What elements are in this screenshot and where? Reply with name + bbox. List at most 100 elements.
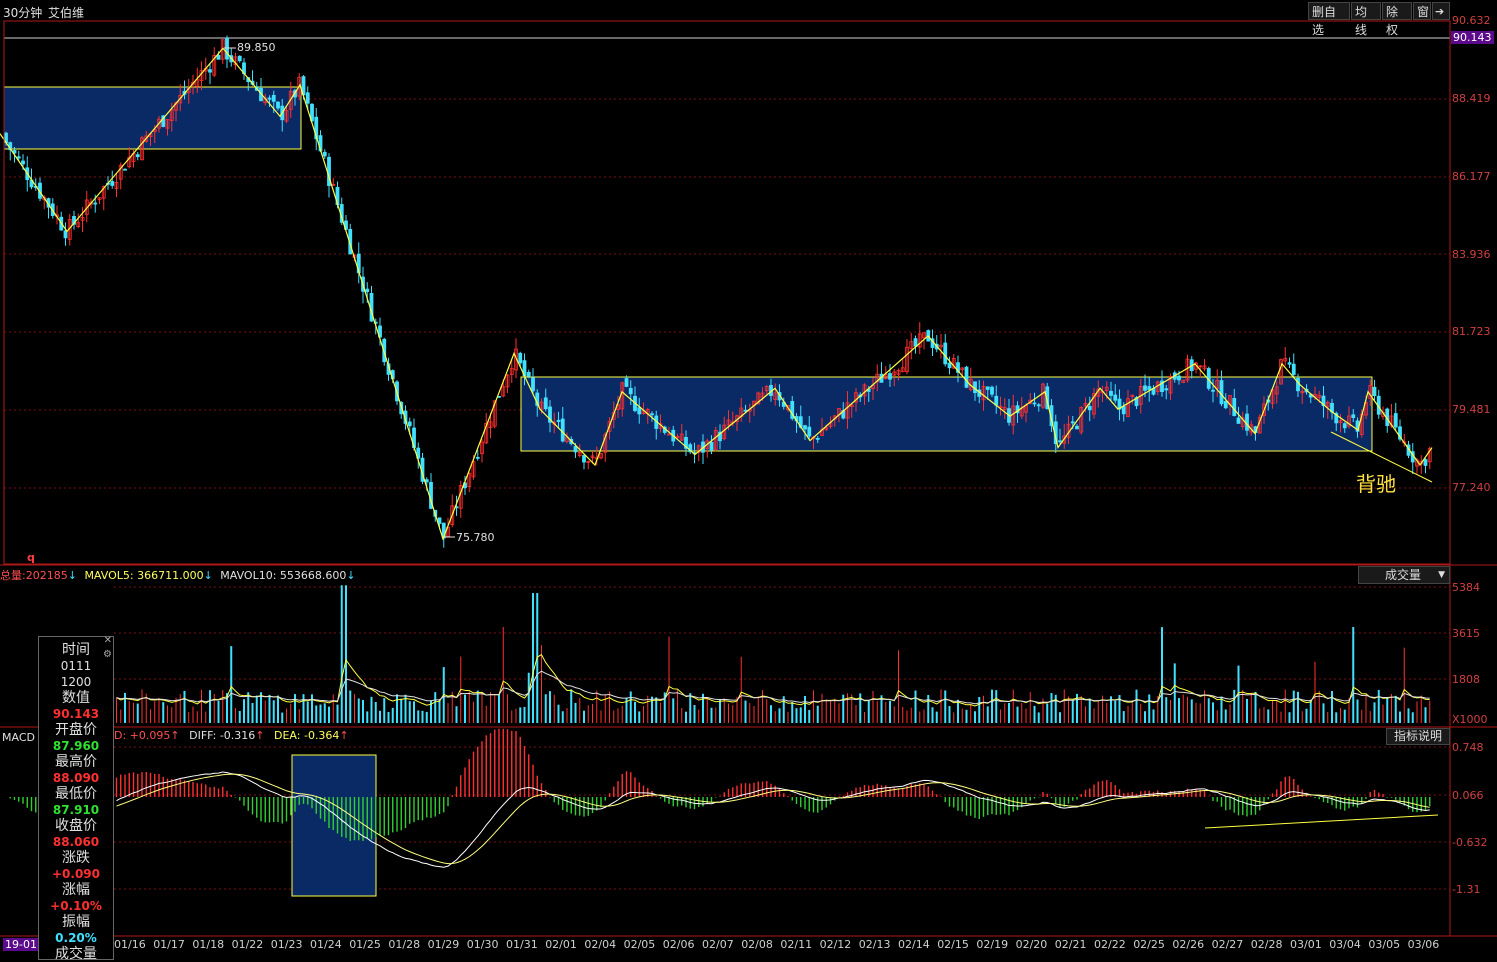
price-tick: 79.481: [1452, 403, 1491, 416]
up-arrow-icon: ↑: [255, 729, 265, 742]
candle-body: [875, 373, 880, 383]
gear-icon[interactable]: ⚙: [103, 649, 112, 660]
candle-body: [964, 366, 969, 388]
candle-body: [1211, 389, 1215, 392]
divergence-line: [1330, 431, 1433, 483]
candle-body: [110, 181, 115, 186]
candle-body: [1032, 402, 1037, 405]
macd-divergence-line: [1204, 814, 1439, 829]
macd-header: D: +0.095↑ DIFF: -0.316↑ DEA: -0.364↑: [114, 729, 349, 742]
date-tick: 02/14: [898, 938, 930, 951]
candle-body: [531, 377, 535, 392]
candle-body: [905, 346, 909, 373]
open-label: 开盘价: [55, 722, 97, 738]
date-tick: 03/04: [1329, 938, 1361, 951]
candle-body: [756, 392, 761, 405]
window-button[interactable]: 窗: [1413, 2, 1431, 20]
low-value: 87.910: [52, 803, 100, 817]
exit-icon[interactable]: ➔: [1432, 2, 1450, 20]
date-tick: 03/06: [1407, 938, 1440, 951]
candle-body: [1079, 407, 1084, 433]
date-tick: 02/20: [1015, 938, 1048, 951]
candle-body: [956, 362, 960, 373]
date-tick: 01/31: [506, 938, 538, 951]
candle-body: [1219, 380, 1224, 405]
candle-body: [518, 352, 523, 364]
candle-body: [1070, 421, 1075, 424]
candle-body: [854, 392, 858, 403]
date-tick: 01/17: [153, 938, 185, 951]
time-label: 时间: [62, 642, 90, 658]
macd-diff-value: DIFF: -0.316: [189, 729, 256, 742]
candle-body: [590, 455, 595, 458]
candle-body: [760, 392, 765, 398]
macd-label: MACD: [2, 731, 35, 744]
close-label: 收盘价: [55, 818, 97, 834]
volume-tick: 3615: [1452, 627, 1480, 640]
volume-header: 总量:202185↓ MAVOL5: 366711.000↓ MAVOL10: …: [0, 567, 356, 583]
ma-button[interactable]: 均线: [1351, 2, 1381, 37]
candle-body: [667, 433, 671, 436]
candle-body: [1215, 379, 1220, 389]
candle-body: [1202, 365, 1207, 370]
candle-body: [76, 222, 81, 227]
indicator-select[interactable]: 成交量 ▼: [1358, 566, 1450, 584]
candle-body: [560, 418, 565, 442]
candle-body: [688, 444, 693, 453]
date-tick: 01/16: [114, 938, 146, 951]
candle-body: [726, 419, 731, 426]
candle-body: [684, 437, 688, 449]
candle-body: [1240, 417, 1245, 427]
candle-body: [582, 455, 586, 463]
period-label[interactable]: 30分钟: [3, 6, 43, 20]
candle-body: [888, 373, 892, 380]
up-arrow-icon: ↑: [170, 729, 180, 742]
zigzag-line: [0, 47, 1433, 541]
candle-body: [93, 202, 98, 205]
date-tick: 02/21: [1054, 938, 1087, 951]
date-tick: 03/05: [1368, 938, 1401, 951]
total-volume: 202185: [25, 569, 68, 582]
candle-body: [705, 440, 710, 449]
date-tick: 02/04: [584, 938, 617, 951]
date-tick: 01/28: [388, 938, 421, 951]
date-tick: 01/23: [270, 938, 303, 951]
candle-body: [373, 321, 378, 324]
change-value: +0.090: [51, 867, 100, 881]
candle-body: [1347, 415, 1351, 427]
candle-body: [1262, 403, 1266, 417]
candle-body: [607, 421, 612, 432]
indicator-help-button[interactable]: 指标说明: [1386, 728, 1450, 745]
date-tick: 01/18: [192, 938, 225, 951]
candle-body: [1117, 398, 1122, 410]
candle-body: [1113, 394, 1118, 401]
candle-body: [1041, 383, 1045, 408]
down-arrow-icon: ↓: [67, 569, 77, 582]
candle-body: [21, 160, 25, 165]
candle-body: [305, 92, 310, 104]
candle-body: [1338, 420, 1343, 424]
candle-body: [123, 168, 127, 171]
vol-label: 成交量: [55, 946, 97, 962]
candle-body: [1274, 386, 1279, 395]
total-volume-label: 总量:: [0, 569, 26, 582]
candle-body: [169, 109, 174, 121]
ex-rights-button[interactable]: 除权: [1382, 2, 1412, 37]
candle-body: [1075, 425, 1079, 430]
candle-body: [135, 154, 140, 158]
candle-body: [1087, 405, 1092, 411]
remove-watchlist-button[interactable]: 删自选: [1308, 2, 1350, 37]
close-icon[interactable]: ✕: [103, 635, 112, 646]
candle-body: [276, 101, 280, 109]
candle-body: [586, 461, 591, 463]
candle-body: [650, 413, 654, 416]
candle-body: [637, 407, 642, 415]
macd-dea-line: [116, 773, 1430, 865]
candle-body: [951, 358, 956, 369]
marker-label: q: [27, 551, 35, 564]
candle-body: [718, 431, 722, 442]
candle-body: [1092, 393, 1096, 415]
candle-body: [208, 69, 212, 73]
candle-body: [97, 197, 102, 201]
